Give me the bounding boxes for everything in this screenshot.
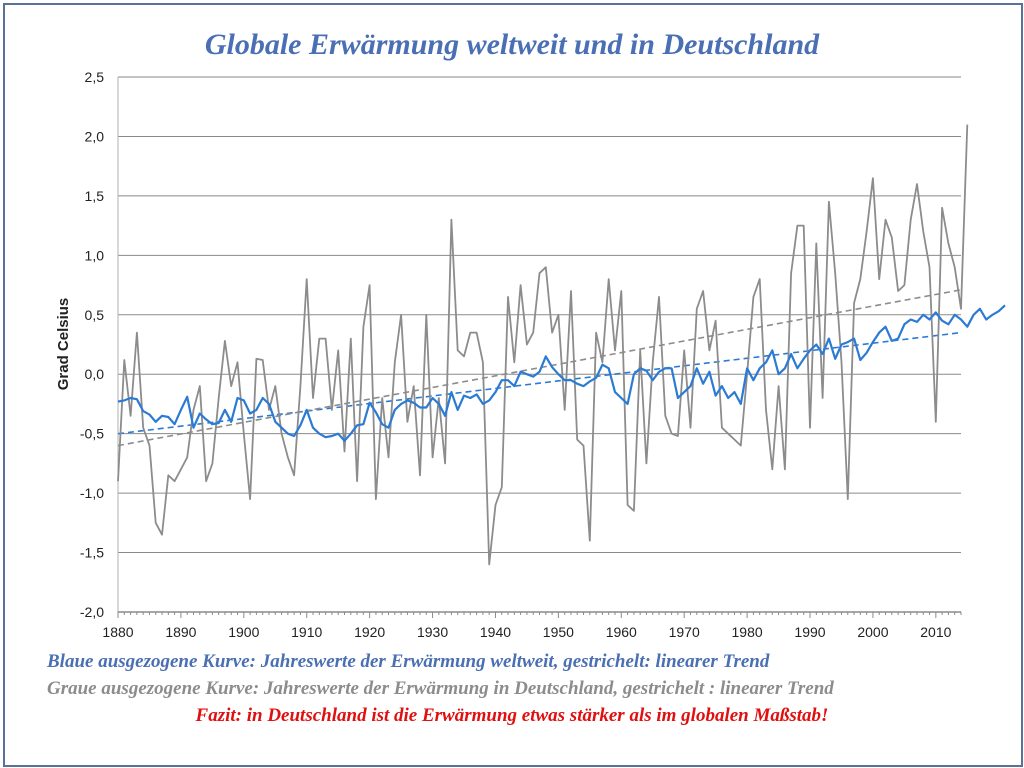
- germany-annual-line: [117, 124, 969, 566]
- x-tick-label: 1900: [228, 624, 259, 640]
- y-tick-label: 0,5: [85, 307, 105, 323]
- data-series: [117, 124, 1006, 566]
- x-tick-label: 1940: [480, 624, 511, 640]
- y-tick-label: 2,0: [85, 128, 105, 144]
- caption-germany: Graue ausgezogene Kurve: Jahreswerte der…: [47, 678, 834, 699]
- global-trend-line: [117, 331, 962, 435]
- y-tick-labels: 2,5 2,0 1,5 1,0 0,5 0,0 -0,5 -1,0 -1,5 -2,0: [80, 69, 104, 620]
- x-tick-label: 1930: [417, 624, 448, 640]
- chart: 1880 1890 1900 1910 1920 1930 1940 1950 1960 1970…: [55, 69, 1006, 640]
- chart-title: Globale Erwärmung weltweit und in Deutsc…: [204, 28, 820, 61]
- caption-conclusion: Fazit: in Deutschland ist die Erwärmung …: [195, 705, 829, 726]
- x-tick-label: 1960: [606, 624, 637, 640]
- y-tick-label: -1,0: [80, 485, 104, 501]
- x-tick-label: 1950: [543, 624, 574, 640]
- germany-trend-line: [117, 289, 962, 447]
- global-annual-line: [117, 304, 1006, 442]
- x-tick-label: 1880: [102, 624, 133, 640]
- x-tick-label: 2000: [857, 624, 888, 640]
- grid-lines: [118, 76, 961, 613]
- y-tick-label: -0,5: [80, 426, 104, 442]
- x-tick-label: 1890: [165, 624, 196, 640]
- x-tick-label: 1990: [794, 624, 825, 640]
- y-tick-label: 2,5: [85, 69, 105, 85]
- x-tick-label: 1980: [732, 624, 763, 640]
- y-tick-label: 1,0: [85, 247, 105, 263]
- x-tick-labels: 1880 1890 1900 1910 1920 1930 1940 1950 1960 1970…: [102, 624, 951, 640]
- x-tick-label: 1920: [354, 624, 385, 640]
- y-axis-label: Grad Celsius: [55, 298, 72, 391]
- y-tick-label: 0,0: [85, 366, 105, 382]
- x-tick-label: 2010: [920, 624, 951, 640]
- y-tick-label: 1,5: [85, 188, 105, 204]
- y-tick-label: -1,5: [80, 545, 104, 561]
- trend-lines: [117, 289, 962, 447]
- y-tick-label: -2,0: [80, 604, 104, 620]
- x-tick-label: 1910: [291, 624, 322, 640]
- axes: [117, 77, 962, 618]
- caption-global: Blaue ausgezogene Kurve: Jahreswerte der…: [47, 651, 770, 672]
- x-tick-label: 1970: [669, 624, 700, 640]
